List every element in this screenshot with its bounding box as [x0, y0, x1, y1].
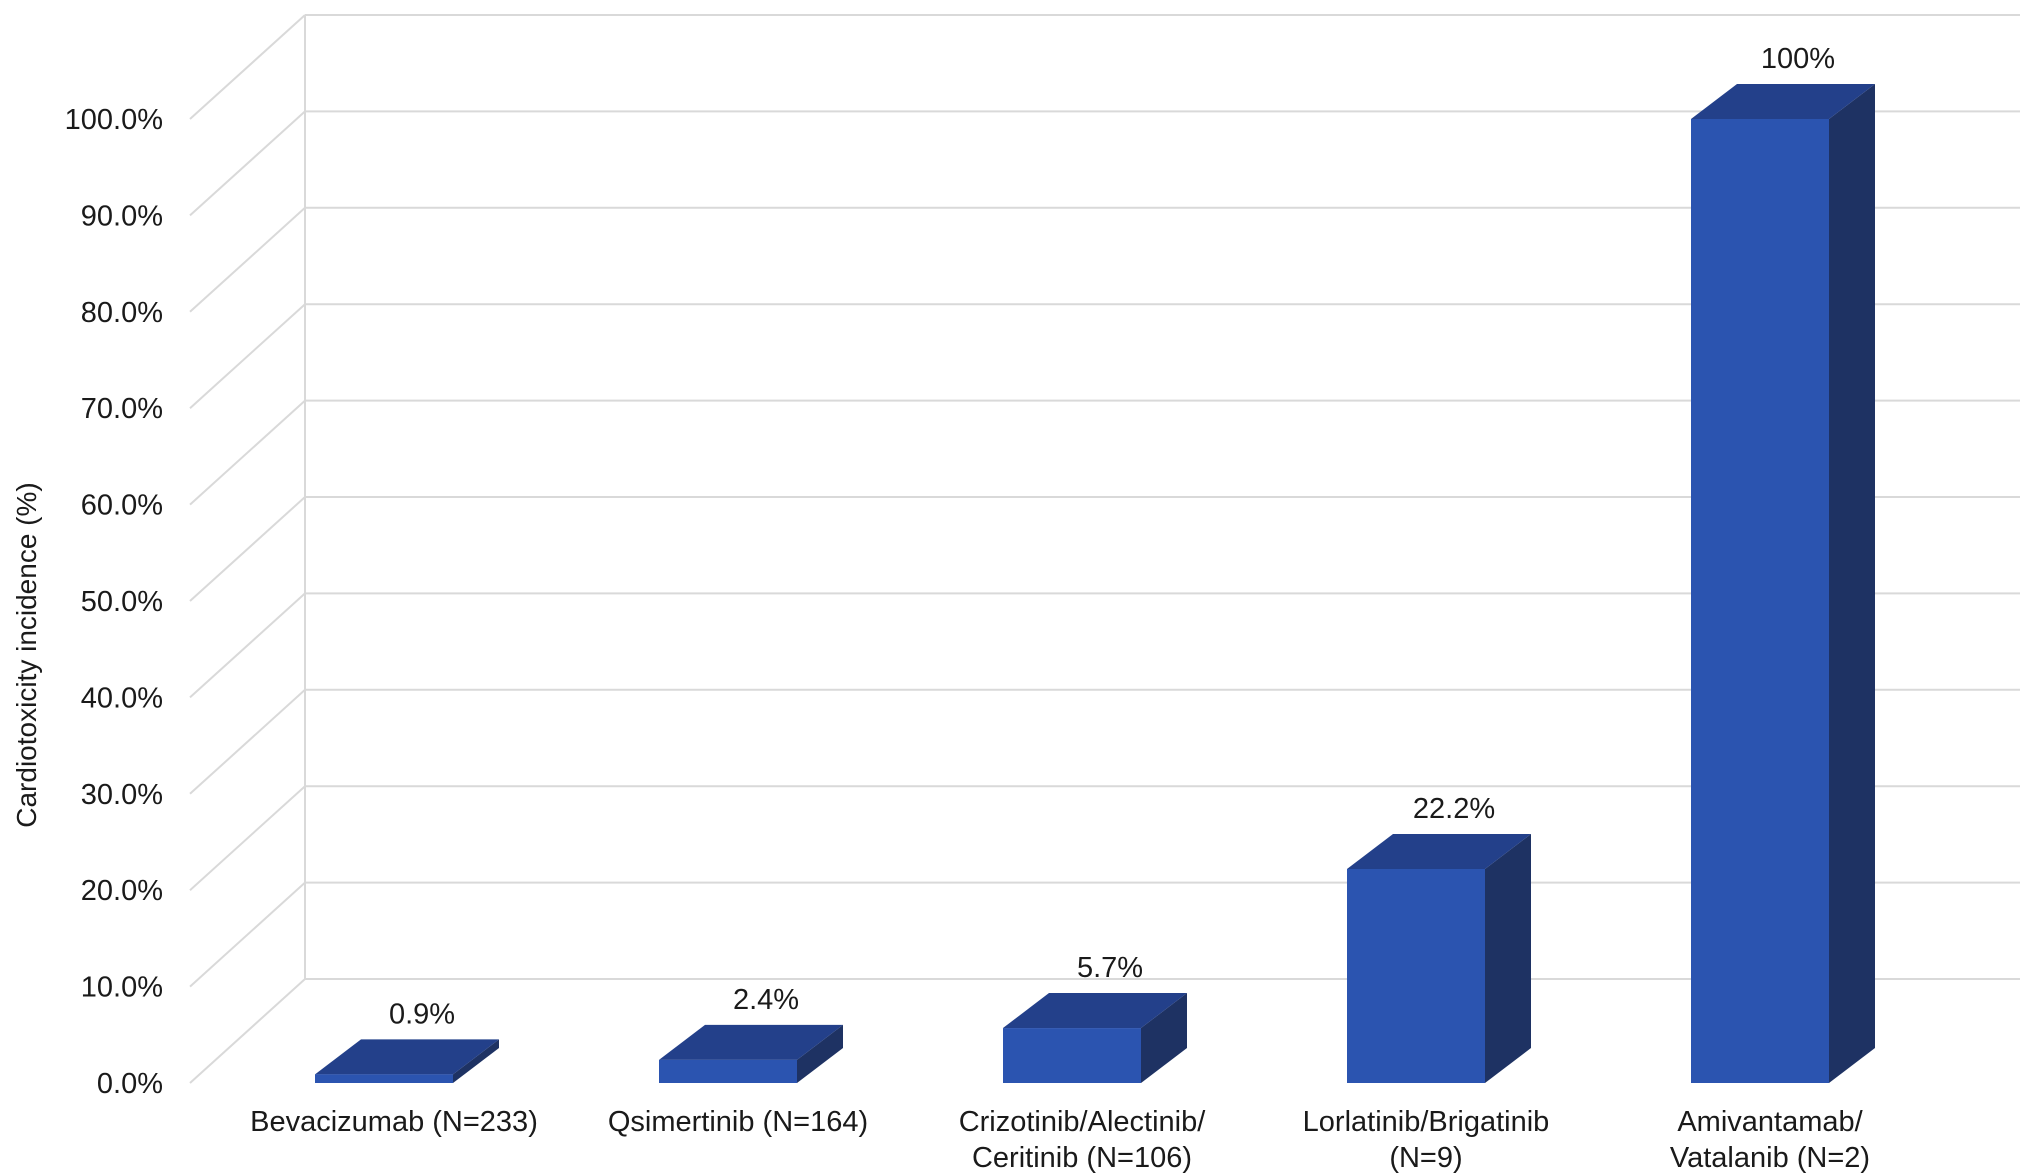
- bar-top: [1347, 833, 1531, 869]
- bar-front: [315, 1074, 453, 1083]
- grid-line-diagonal: [189, 496, 306, 602]
- y-tick-label: 90.0%: [81, 200, 163, 232]
- y-tick-label: 50.0%: [81, 586, 163, 618]
- y-tick-label: 60.0%: [81, 490, 163, 522]
- bar: [315, 1039, 499, 1083]
- y-tick-label: 80.0%: [81, 297, 163, 329]
- bar-side: [1141, 993, 1187, 1083]
- bar-front: [1347, 868, 1485, 1083]
- bar: [1691, 84, 1875, 1083]
- grid-line-diagonal: [189, 592, 306, 699]
- category-labels: Bevacizumab (N=233) Qsimertinib (N=164) Cr…: [250, 1106, 1870, 1174]
- category-label: Amivantamab/Vatalanib (N=2): [1670, 1106, 1870, 1174]
- data-label: 100%: [1761, 43, 1835, 75]
- grid-line-diagonal: [189, 207, 306, 313]
- bar: [1003, 993, 1187, 1083]
- y-tick-label: 100.0%: [65, 104, 163, 136]
- grid-line-diagonal: [189, 689, 306, 795]
- data-label: 22.2%: [1413, 793, 1495, 825]
- y-axis-title: Cardiotoxicity incidence (%): [11, 482, 42, 827]
- category-label: Crizotinib/Alectinib/Ceritinib (N=106): [959, 1106, 1207, 1174]
- bar-top: [315, 1039, 499, 1075]
- category-label: Bevacizumab (N=233): [250, 1106, 538, 1138]
- y-tick-label: 30.0%: [81, 779, 163, 811]
- bar-front: [1003, 1028, 1141, 1083]
- category-label: Lorlatinib/Brigatinib (N=9): [1303, 1106, 1550, 1174]
- bar-top: [1003, 993, 1187, 1029]
- bar-side: [1829, 84, 1875, 1083]
- grid-line-diagonal: [189, 978, 306, 1084]
- bar-front: [659, 1059, 797, 1083]
- bar-side: [1485, 833, 1531, 1083]
- bar-front: [1691, 119, 1829, 1083]
- data-label: 0.9%: [389, 998, 455, 1030]
- grid-line-diagonal: [189, 399, 306, 506]
- grid-line-diagonal: [189, 110, 306, 217]
- y-tick-label: 10.0%: [81, 972, 163, 1004]
- y-tick-label: 20.0%: [81, 875, 163, 907]
- data-labels: 0.9% 2.4% 5.7% 22.2% 100%: [389, 43, 1835, 1030]
- bar-top: [1691, 84, 1875, 119]
- bar-side: [453, 1039, 499, 1083]
- grid-line-diagonal: [189, 785, 306, 891]
- bar-top: [659, 1024, 843, 1060]
- bar-side: [797, 1024, 843, 1083]
- bar: [1347, 833, 1531, 1083]
- data-label: 2.4%: [733, 984, 799, 1016]
- grid-line-diagonal: [189, 881, 306, 988]
- bar: [659, 1024, 843, 1083]
- grid-line-diagonal: [189, 303, 306, 409]
- y-tick-label: 70.0%: [81, 393, 163, 425]
- y-tick-label: 40.0%: [81, 682, 163, 714]
- y-tick-label: 0.0%: [97, 1068, 163, 1100]
- y-tick-labels: 0.0% 10.0% 20.0% 30.0% 40.0% 50.0% 60.0% 70.0% 8…: [65, 104, 163, 1100]
- bars: [315, 84, 1875, 1083]
- data-label: 5.7%: [1077, 952, 1143, 984]
- grid-line-diagonal: [189, 14, 306, 120]
- category-label: Qsimertinib (N=164): [608, 1106, 868, 1138]
